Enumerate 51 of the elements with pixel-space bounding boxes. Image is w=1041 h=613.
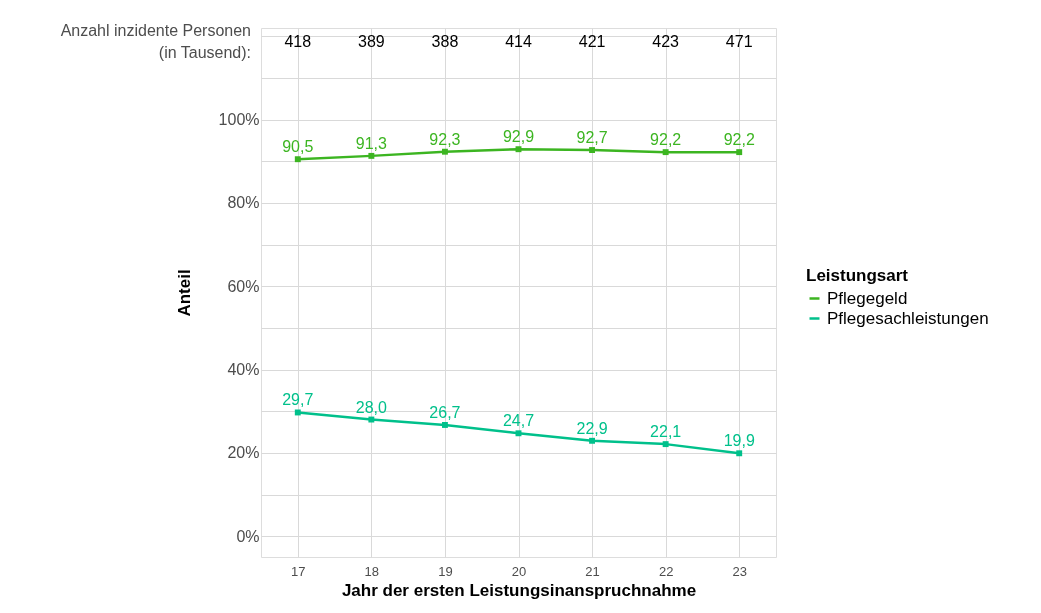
- annotation: 423: [652, 33, 680, 50]
- data-label: 92,2: [723, 131, 755, 149]
- y-tick-label: 40%: [227, 361, 260, 379]
- data-label: 26,7: [429, 403, 461, 421]
- annotation: 414: [505, 33, 532, 50]
- y-tick-label: 20%: [227, 444, 260, 462]
- legend-label: Pflegesachleistungen: [827, 308, 989, 328]
- data-label: 92,3: [429, 130, 461, 148]
- data-label: 28,0: [355, 398, 388, 416]
- x-tick-label: 17: [291, 563, 306, 579]
- point: [662, 149, 669, 156]
- y-tick-label: 0%: [236, 527, 260, 545]
- point: [662, 441, 669, 448]
- legend-title: Leistungsart: [806, 266, 909, 285]
- data-label: 19,9: [723, 432, 755, 450]
- point: [589, 147, 596, 153]
- data-label: 91,3: [355, 134, 388, 152]
- x-tick-label: 23: [732, 563, 747, 579]
- point: [736, 149, 743, 156]
- annotation: 388: [431, 33, 459, 50]
- x-tick-label: 18: [364, 563, 380, 579]
- text: Anzahl inzidente Personen (in Tausend):: [60, 22, 251, 61]
- x-tick-label: 22: [658, 563, 674, 579]
- data-label: 24,7: [502, 412, 535, 430]
- data-label: 92,7: [576, 129, 608, 147]
- annotation: 389: [358, 33, 385, 50]
- x-tick-label: 20: [511, 563, 527, 579]
- point: [441, 422, 448, 428]
- annotation: 418: [284, 33, 312, 50]
- x-tick-label: 19: [438, 563, 453, 579]
- x-tick-label: 21: [585, 563, 600, 579]
- legend-label: Pflegegeld: [827, 288, 908, 308]
- data-label: 92,9: [502, 128, 535, 146]
- data-label: 22,9: [576, 419, 608, 437]
- point: [441, 148, 448, 155]
- data-label: 90,5: [282, 138, 314, 156]
- data-label: 29,7: [282, 391, 314, 409]
- point: [736, 450, 743, 457]
- point: [368, 152, 375, 159]
- point: [294, 156, 301, 163]
- y-tick-label: 80%: [227, 194, 260, 212]
- data-label: 92,2: [650, 131, 682, 149]
- y-tick-label: 60%: [227, 277, 260, 295]
- annotation: 471: [725, 33, 753, 50]
- data-label: 22,1: [650, 423, 682, 441]
- y-tick-label: 100%: [218, 111, 260, 129]
- point: [589, 437, 596, 444]
- point: [368, 416, 375, 423]
- x-axis-title: Jahr der ersten Leistungsinanspruchnahme: [341, 580, 697, 600]
- annotation: 421: [578, 33, 606, 50]
- y-axis-title: Anteil: [174, 269, 194, 317]
